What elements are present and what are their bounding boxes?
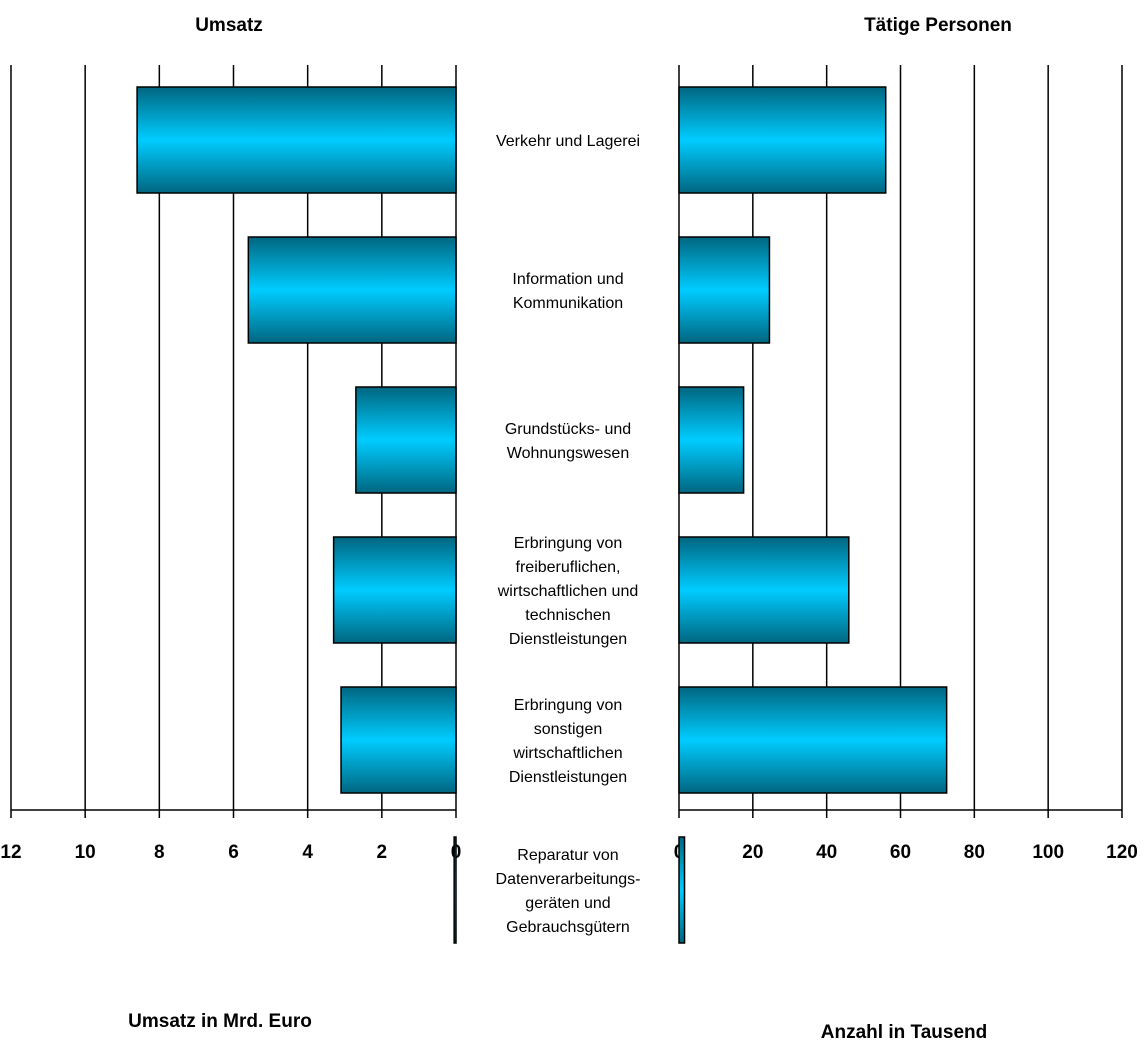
category-label: Erbringung von [514,535,623,552]
category-label: wirtschaftlichen und [497,583,639,600]
category-label: Wohnungswesen [507,445,629,462]
right-chart-title: Tätige Personen [864,15,1012,36]
left-x-tick-label: 2 [377,842,388,863]
right-bar [678,836,686,944]
category-label: freiberuflichen, [516,559,621,576]
category-label: Datenverarbeitungs- [496,871,641,888]
category-label: Reparatur von [517,847,618,864]
right-x-tick-label: 100 [1032,842,1064,863]
right-x-tick-label: 120 [1106,842,1138,863]
category-label: Information und [512,271,623,288]
left-bar [136,86,457,194]
right-x-tick-label: 40 [816,842,837,863]
left-bar [355,386,457,494]
left-bar [340,686,457,794]
left-chart-panel: 024681012 [0,65,461,944]
category-label: wirtschaftlichen [512,745,622,762]
left-x-axis-title: Umsatz in Mrd. Euro [128,1011,312,1032]
right-x-tick-label: 60 [890,842,911,863]
right-bar [678,86,887,194]
right-x-tick-label: 80 [964,842,985,863]
left-x-tick-label: 10 [75,842,96,863]
right-x-tick-label: 20 [742,842,763,863]
left-x-tick-label: 8 [154,842,165,863]
right-bar [678,536,850,644]
right-bar [678,386,745,494]
left-chart-title: Umsatz [195,15,263,36]
category-label: Dienstleistungen [509,769,627,786]
category-label: sonstigen [534,721,603,738]
category-label: technischen [525,607,610,624]
category-label: Dienstleistungen [509,631,627,648]
left-x-tick-label: 4 [302,842,313,863]
category-label: Gebrauchsgütern [506,919,630,936]
right-bar [678,686,948,794]
left-bar [453,836,457,944]
right-bar [678,236,771,344]
category-label: Verkehr und Lagerei [496,133,640,150]
left-x-tick-label: 6 [228,842,239,863]
category-label: Grundstücks- und [505,421,631,438]
left-bar [247,236,457,344]
right-x-axis-title: Anzahl in Tausend [821,1022,987,1043]
category-label: Kommunikation [513,295,623,312]
category-label: Erbringung von [514,697,623,714]
category-label: geräten und [525,895,610,912]
left-bar [332,536,457,644]
left-x-tick-label: 12 [0,842,21,863]
category-labels: Verkehr und Lagerei Information und Kommun… [496,133,641,936]
right-chart-panel: 020406080100120 [674,65,1138,944]
